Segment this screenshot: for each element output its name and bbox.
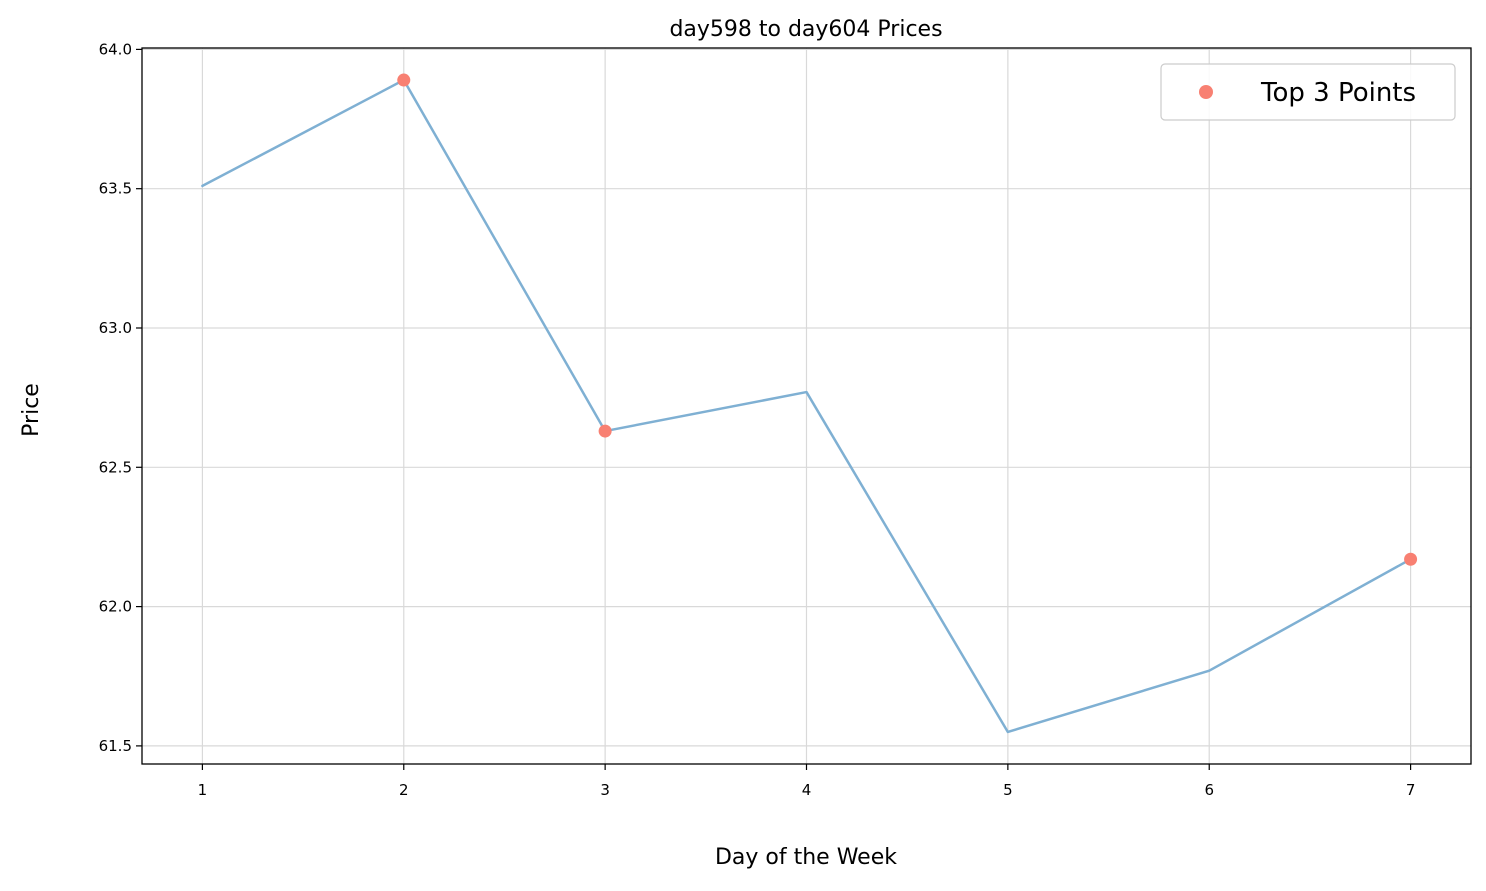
x-tick-label: 2	[399, 781, 409, 799]
y-axis-title: Price	[19, 383, 44, 437]
legend-marker-top-3-points	[1199, 85, 1213, 99]
x-tick-label: 1	[198, 781, 208, 799]
x-tick-label: 3	[600, 781, 610, 799]
y-tick-label: 63.5	[99, 180, 132, 198]
axis-ticks: 1 2 3 4 5 6 7 61.5 62.0 62.5 63.0 63.5 64.0	[99, 40, 1416, 799]
y-tick-label: 62.5	[99, 458, 132, 476]
y-tick-label: 64.0	[99, 40, 132, 58]
x-tick-label: 4	[802, 781, 812, 799]
legend: Top 3 Points	[1160, 63, 1456, 121]
legend-box	[1160, 63, 1456, 121]
top-point-marker	[397, 73, 411, 87]
x-axis-title: Day of the Week	[715, 845, 897, 870]
x-tick-label: 7	[1406, 781, 1416, 799]
x-tick-label: 6	[1204, 781, 1214, 799]
grid-lines	[142, 48, 1471, 764]
y-tick-label: 61.5	[99, 737, 132, 755]
legend-label-top-3-points: Top 3 Points	[1260, 78, 1416, 108]
top-point-marker	[1404, 552, 1418, 566]
chart-title: day598 to day604 Prices	[669, 17, 942, 42]
y-tick-label: 62.0	[99, 598, 132, 616]
x-tick-label: 5	[1003, 781, 1013, 799]
top-points-layer	[397, 73, 1418, 566]
y-tick-label: 63.0	[99, 319, 132, 337]
top-point-marker	[598, 424, 612, 438]
